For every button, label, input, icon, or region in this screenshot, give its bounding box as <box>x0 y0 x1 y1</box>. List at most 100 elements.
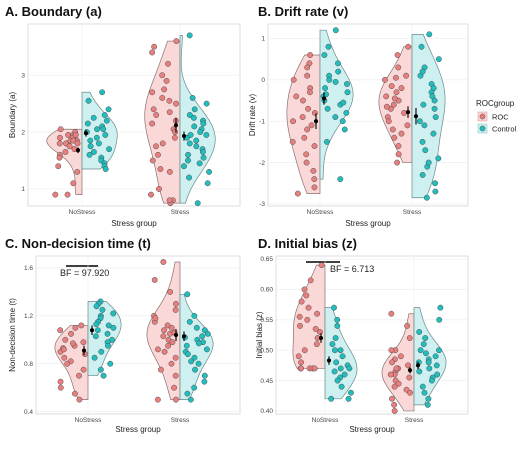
panel-c-point-roc <box>69 340 76 347</box>
panel-c-point-control <box>93 321 100 328</box>
panel-c-point-control <box>183 342 190 349</box>
panel-b-point-control <box>419 138 426 145</box>
panel-a-point-control <box>196 160 203 167</box>
panel-d-point-control <box>434 371 441 378</box>
panel-b-xlabel: Stress group <box>345 219 391 228</box>
panel-a-point-roc <box>150 106 157 113</box>
panel-b-point-roc <box>301 134 308 141</box>
panel-c-mean-roc <box>173 332 179 338</box>
panel-b-point-control <box>416 118 423 125</box>
panel-d-point-control <box>424 401 431 408</box>
panel-c-point-roc <box>172 306 179 313</box>
panel-d-xlabel: Stress group <box>349 425 395 434</box>
panel-d-point-roc <box>295 353 302 360</box>
panel-c-point-control <box>193 324 200 331</box>
panel-c-point-control <box>201 378 208 385</box>
panel-a-mean-roc <box>75 148 81 153</box>
panel-b-point-roc <box>303 159 310 166</box>
panel-b-point-roc <box>290 118 296 125</box>
panel-a-point-control <box>197 129 204 135</box>
panel-b-point-roc <box>310 167 317 174</box>
panel-d-point-roc <box>298 298 305 305</box>
panel-b-point-control <box>435 56 442 63</box>
panel-a-point-control <box>90 149 97 155</box>
panel-d-point-control <box>421 389 428 396</box>
panel-d-point-control <box>425 395 432 402</box>
panel-a-point-roc <box>165 60 171 67</box>
panel-a-point-roc <box>159 72 166 79</box>
panel-d-point-roc <box>296 313 303 320</box>
panel-c-point-roc <box>80 339 87 346</box>
panel-c-ytick-label: 0.4 <box>24 409 33 416</box>
panel-d-point-control <box>333 359 340 366</box>
panel-a-point-roc <box>149 157 156 164</box>
panel-b-point-control <box>324 105 331 112</box>
panel-b-point-roc <box>392 74 399 81</box>
panel-b-point-control <box>322 85 329 92</box>
panel-a-point-control <box>200 120 207 127</box>
panel-a-point-roc <box>153 143 159 150</box>
panel-d-ytick-label: 0.50 <box>260 347 273 354</box>
panel-a-point-roc <box>148 191 154 198</box>
panel-b-point-control <box>422 147 429 154</box>
panel-b-xtick-label: NoStress <box>307 209 334 216</box>
panel-b-point-control <box>432 188 439 195</box>
panel-d-point-control <box>416 329 423 335</box>
panel-c-point-control <box>107 360 114 367</box>
panel-b-point-roc <box>294 190 301 197</box>
panel-d-point-control <box>328 395 335 402</box>
panel-b-point-roc <box>383 103 390 110</box>
panel-d-point-control <box>416 368 423 375</box>
panel-d-point-roc <box>389 359 395 366</box>
panel-a-point-control <box>94 126 100 133</box>
panel-c-point-roc <box>57 384 64 391</box>
panel-a-point-control <box>100 126 107 133</box>
panel-d-point-control <box>337 365 344 372</box>
panel-d-point-roc <box>389 395 395 402</box>
panel-d-point-roc <box>388 310 395 317</box>
panel-b-point-control <box>432 180 438 187</box>
panel-d-ytick-label: 0.40 <box>260 408 273 415</box>
panel-a-point-roc <box>62 149 69 155</box>
panel-c-point-control <box>187 396 194 403</box>
panel-b-point-roc <box>305 105 312 112</box>
panel-c-point-control <box>104 342 111 349</box>
panel-b-point-roc <box>300 97 306 104</box>
panel-a-point-control <box>194 200 201 207</box>
panel-c-point-control <box>93 303 100 310</box>
panel-c-point-control <box>204 346 210 353</box>
panel-a-point-roc <box>57 134 63 141</box>
panel-b-point-roc <box>311 184 318 191</box>
panel-d-point-control <box>417 347 424 354</box>
panel-a-xlabel: Stress group <box>111 219 157 228</box>
panel-c-point-roc <box>151 277 158 283</box>
panel-c-point-control <box>186 318 193 325</box>
panel-c-point-roc <box>161 348 168 355</box>
panel-a-point-roc <box>56 154 63 161</box>
panel-c-point-roc <box>64 360 71 367</box>
panel-c-xtick-label: Stress <box>171 417 190 424</box>
panel-d-point-control <box>425 359 432 366</box>
panel-c-point-control <box>109 336 115 343</box>
panel-d-point-roc <box>406 335 413 341</box>
panel-c-point-control <box>191 354 198 361</box>
panel-d-point-roc <box>298 365 305 372</box>
panel-c-point-roc <box>172 372 179 379</box>
panel-a-point-control <box>102 131 109 138</box>
panel-a-point-control <box>95 140 102 147</box>
panel-a-point-roc <box>66 143 73 150</box>
panel-b-point-roc <box>299 114 306 120</box>
panel-d-mean-control <box>415 363 421 368</box>
panel-d-point-control <box>331 304 337 311</box>
panel-d-point-roc <box>305 304 312 311</box>
panel-d-point-control <box>420 341 427 348</box>
panel-a-point-roc <box>151 43 158 50</box>
panel-b-point-roc <box>293 93 300 100</box>
panel-a-point-roc <box>72 131 79 138</box>
panel-b-point-control <box>432 114 439 120</box>
panel-a-point-roc <box>149 89 156 96</box>
panel-c-point-roc <box>72 324 79 331</box>
panel-b-point-roc <box>393 89 400 96</box>
panel-c-point-roc <box>78 322 85 329</box>
panel-c-mean-control <box>181 334 187 339</box>
